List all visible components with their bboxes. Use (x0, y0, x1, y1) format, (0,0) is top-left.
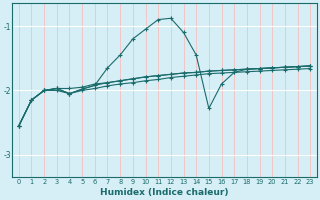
X-axis label: Humidex (Indice chaleur): Humidex (Indice chaleur) (100, 188, 229, 197)
